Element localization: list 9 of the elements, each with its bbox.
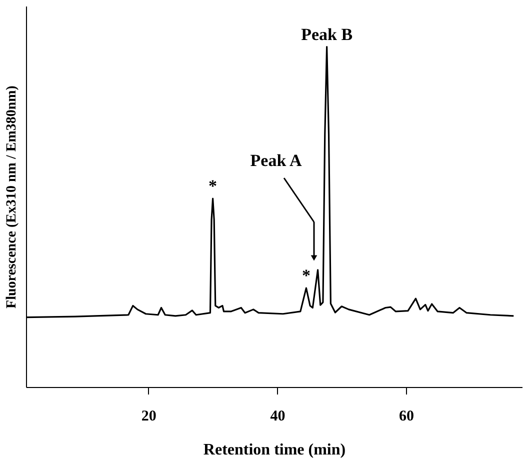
x-tick-label: 20 bbox=[141, 408, 156, 424]
annotation: Peak A bbox=[250, 151, 302, 170]
annotation: * bbox=[208, 176, 218, 196]
y-axis-title: Fluorescence (Ex310 nm / Em380nm) bbox=[4, 85, 20, 308]
x-tick-label: 60 bbox=[399, 408, 414, 424]
annotation: * bbox=[302, 266, 310, 286]
x-tick-label: 40 bbox=[270, 408, 286, 424]
annotation: Peak B bbox=[301, 24, 353, 44]
x-axis-title: Retention time (min) bbox=[203, 442, 346, 458]
